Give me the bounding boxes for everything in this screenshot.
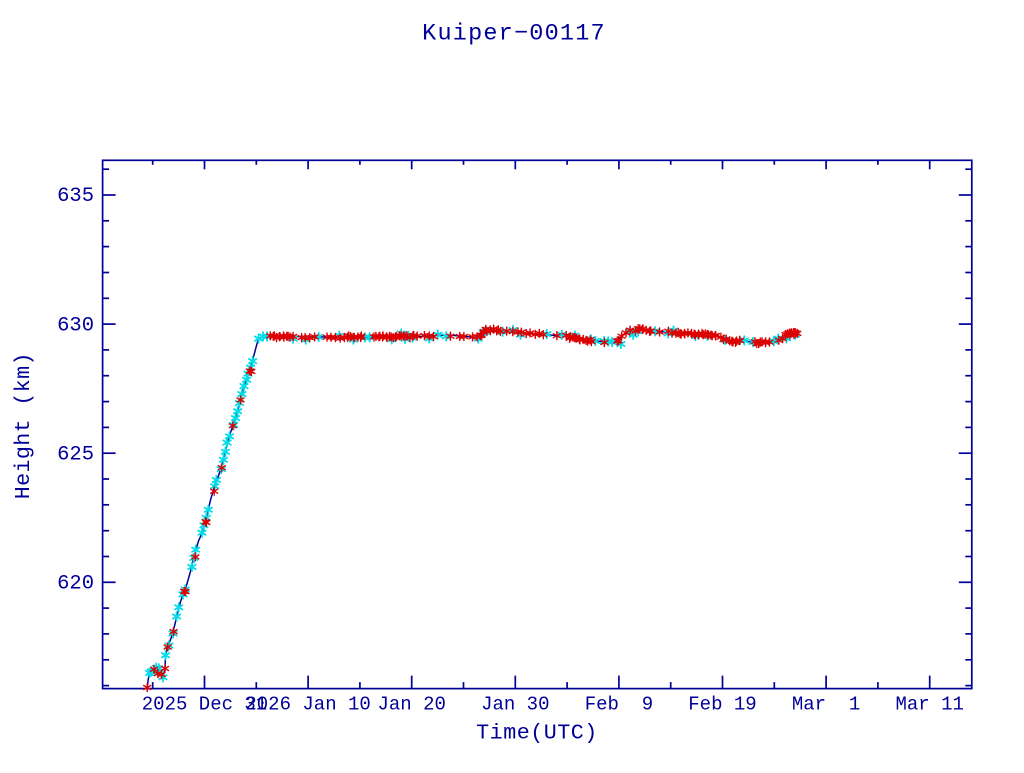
svg-text:Kuiper−00117: Kuiper−00117 <box>422 21 606 48</box>
svg-text:2025 Dec 31: 2025 Dec 31 <box>142 693 267 715</box>
svg-text:620: 620 <box>57 573 94 596</box>
svg-text:Feb 9: Feb 9 <box>585 693 653 715</box>
svg-text:Feb 19: Feb 19 <box>688 693 756 715</box>
svg-text:Time(UTC): Time(UTC) <box>476 721 598 746</box>
svg-text:2026 Jan 10: 2026 Jan 10 <box>245 693 370 715</box>
svg-text:635: 635 <box>57 185 94 208</box>
svg-text:630: 630 <box>57 314 94 337</box>
svg-text:Mar 11: Mar 11 <box>895 693 963 715</box>
svg-text:Height (km): Height (km) <box>11 352 36 499</box>
svg-text:Jan 30: Jan 30 <box>481 693 549 715</box>
svg-text:Mar 1: Mar 1 <box>792 693 860 715</box>
svg-text:625: 625 <box>57 443 94 466</box>
svg-text:Jan 20: Jan 20 <box>377 693 445 715</box>
